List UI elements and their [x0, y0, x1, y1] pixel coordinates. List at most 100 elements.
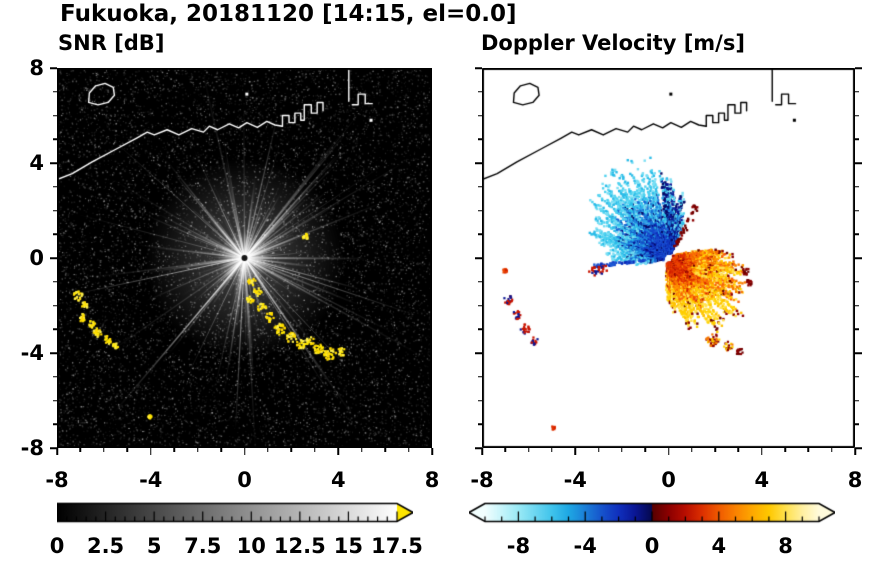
colorbar-tick-label: -8: [506, 534, 531, 558]
x-tick-label: -4: [139, 468, 163, 492]
axis-tick: [50, 162, 57, 164]
colorbar-tick-label: 15: [333, 534, 364, 558]
x-tick-label: 8: [847, 468, 863, 492]
axis-tick: [475, 257, 482, 259]
axis-tick: [173, 448, 175, 452]
axis-tick: [220, 448, 222, 452]
figure-title: Fukuoka, 20181120 [14:15, el=0.0]: [60, 1, 517, 27]
colorbar-tick-label: 12.5: [273, 534, 326, 558]
axis-tick: [478, 233, 482, 235]
axis-tick: [475, 447, 482, 449]
axis-tick: [475, 352, 482, 354]
axis-tick: [53, 138, 57, 140]
snr-colorbar: [57, 502, 413, 524]
axis-tick: [103, 448, 105, 452]
axis-tick: [314, 448, 316, 452]
colorbar-tick-label: 8: [778, 534, 793, 558]
axis-tick: [478, 328, 482, 330]
axis-tick: [360, 448, 363, 452]
axis-tick: [855, 447, 862, 449]
axis-tick: [53, 209, 57, 212]
doppler-colorbar-labels: -8 -4 0 4 8: [469, 534, 837, 564]
axis-tick: [855, 114, 859, 117]
axis-tick: [691, 448, 693, 452]
x-tick-label: -8: [470, 468, 494, 492]
x-tick-label: -8: [45, 468, 69, 492]
doppler-x-tick-labels: -8 -4 0 4 8: [470, 468, 862, 494]
y-tick-label: 0: [29, 246, 44, 270]
axis-tick: [53, 328, 57, 330]
axis-tick: [478, 376, 482, 378]
x-tick-label: 4: [330, 468, 346, 492]
doppler-radar-image: [482, 68, 855, 448]
colorbar-tick-label: 0: [644, 534, 660, 558]
y-axis-tick-labels: 8 4 0 -4 -8: [4, 56, 48, 460]
y-tick-label: -8: [20, 436, 44, 460]
axis-tick: [384, 448, 386, 452]
axis-tick: [761, 448, 763, 455]
x-tick-label: 0: [237, 468, 252, 492]
y-tick-label: 8: [29, 56, 44, 80]
axis-tick: [855, 186, 859, 188]
axis-tick: [478, 423, 482, 425]
axis-tick: [407, 448, 410, 452]
axis-tick: [475, 162, 482, 164]
x-tick-label: 4: [754, 468, 770, 492]
axis-tick: [50, 447, 57, 449]
colorbar-tick-label: 7.5: [184, 534, 222, 558]
axis-tick: [621, 448, 623, 452]
axis-tick: [784, 448, 786, 452]
colorbar-tick-label: 17.5: [371, 534, 423, 558]
axis-tick: [243, 448, 246, 455]
axis-tick: [50, 67, 57, 69]
axis-tick: [53, 304, 57, 307]
axis-tick: [196, 448, 199, 452]
axis-tick: [504, 448, 507, 452]
axis-tick: [53, 233, 57, 235]
axis-tick: [830, 448, 833, 452]
axis-tick: [855, 233, 859, 235]
snr-radar-image: [57, 68, 432, 448]
axis-tick: [855, 352, 862, 354]
axis-tick: [478, 138, 482, 140]
axis-tick: [527, 448, 530, 452]
axis-tick: [855, 257, 862, 259]
axis-tick: [551, 448, 553, 452]
axis-tick: [574, 448, 576, 455]
y-tick-label: -4: [20, 341, 44, 365]
axis-tick: [644, 448, 646, 452]
axis-tick: [855, 138, 859, 140]
colorbar-tick-label: 0: [49, 534, 65, 558]
axis-tick: [290, 448, 293, 452]
axis-tick: [855, 281, 859, 283]
axis-tick: [478, 304, 482, 307]
axis-tick: [53, 281, 57, 283]
axis-tick: [431, 448, 433, 455]
x-tick-label: -4: [563, 468, 587, 492]
axis-tick: [737, 448, 740, 452]
axis-tick: [475, 67, 482, 69]
axis-tick: [53, 114, 57, 117]
axis-tick: [481, 448, 483, 455]
axis-tick: [854, 448, 856, 455]
axis-tick: [478, 114, 482, 117]
doppler-panel-title: Doppler Velocity [m/s]: [481, 31, 745, 55]
axis-tick: [807, 448, 810, 452]
snr-plot: [50, 67, 433, 455]
x-tick-label: 0: [661, 468, 676, 492]
doppler-plot: [475, 67, 862, 455]
x-tick-label: 8: [424, 468, 440, 492]
colorbar-tick-label: -4: [573, 534, 597, 558]
axis-tick: [337, 448, 339, 455]
axis-tick: [855, 162, 862, 164]
axis-tick: [150, 448, 152, 455]
colorbar-tick-label: 2.5: [86, 534, 125, 558]
axis-tick: [267, 448, 269, 452]
axis-tick: [56, 448, 58, 455]
axis-tick: [126, 448, 129, 452]
axis-tick: [855, 328, 859, 330]
doppler-colorbar: [469, 502, 835, 524]
axis-tick: [50, 257, 57, 259]
axis-tick: [855, 67, 862, 69]
